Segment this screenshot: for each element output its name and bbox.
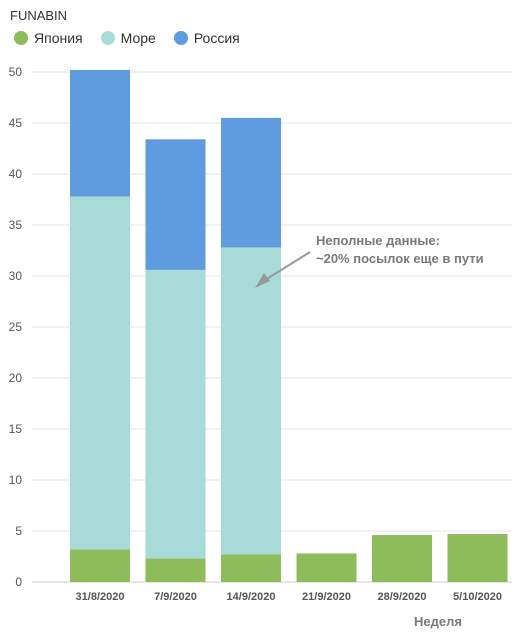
legend-label-russia: Россия	[193, 30, 240, 46]
x-tick-label-4: 28/9/2020	[378, 591, 427, 603]
legend-swatch-russia	[173, 31, 188, 45]
x-tick-label-2: 14/9/2020	[227, 591, 276, 603]
y-tick-label-15: 15	[9, 422, 23, 436]
legend-swatch-sea	[100, 31, 115, 45]
y-tick-label-45: 45	[9, 116, 23, 130]
legend-item-sea[interactable]: Море	[100, 30, 156, 46]
legend-item-japan[interactable]: Япония	[14, 30, 83, 46]
x-tick-label-3: 21/9/2020	[302, 591, 351, 603]
y-tick-label-0: 0	[15, 575, 22, 589]
y-tick-label-25: 25	[9, 320, 23, 334]
y-tick-label-10: 10	[9, 473, 23, 487]
bar-russia-0	[70, 69, 130, 197]
x-axis-title: Неделя	[414, 614, 462, 629]
annotation-arrow-head	[255, 273, 270, 288]
legend-label-japan: Япония	[34, 30, 83, 46]
bar-russia-1	[145, 139, 206, 270]
bar-japan-1	[145, 558, 206, 582]
x-tick-label-5: 5/10/2020	[453, 591, 502, 603]
bar-sea-0	[70, 196, 130, 550]
annotation-arrow-line	[261, 251, 311, 283]
bar-sea-2	[221, 247, 281, 555]
bar-russia-2	[221, 117, 281, 248]
y-tick-label-35: 35	[9, 218, 23, 232]
bar-japan-0	[70, 549, 130, 582]
y-tick-label-5: 5	[15, 524, 22, 538]
x-tick-label-1: 7/9/2020	[154, 591, 197, 603]
legend-label-sea: Море	[120, 30, 156, 46]
legend-item-russia[interactable]: Россия	[173, 30, 240, 46]
chart-title: FUNABIN	[10, 8, 68, 23]
y-tick-label-30: 30	[9, 269, 23, 283]
x-tick-label-0: 31/8/2020	[76, 591, 125, 603]
annotation-line-0: Неполные данные:	[316, 233, 440, 248]
bar-japan-5	[447, 534, 508, 582]
legend-swatch-japan	[14, 31, 28, 45]
bar-sea-1	[145, 269, 206, 559]
bar-japan-2	[221, 554, 281, 582]
bar-japan-4	[372, 535, 432, 582]
bar-japan-3	[296, 553, 357, 582]
y-tick-label-20: 20	[9, 371, 23, 385]
annotation-line-1: ~20% посылок еще в пути	[316, 251, 484, 266]
y-tick-label-40: 40	[9, 167, 23, 181]
legend: Япония Море Россия	[14, 30, 258, 46]
y-tick-label-50: 50	[9, 65, 23, 79]
